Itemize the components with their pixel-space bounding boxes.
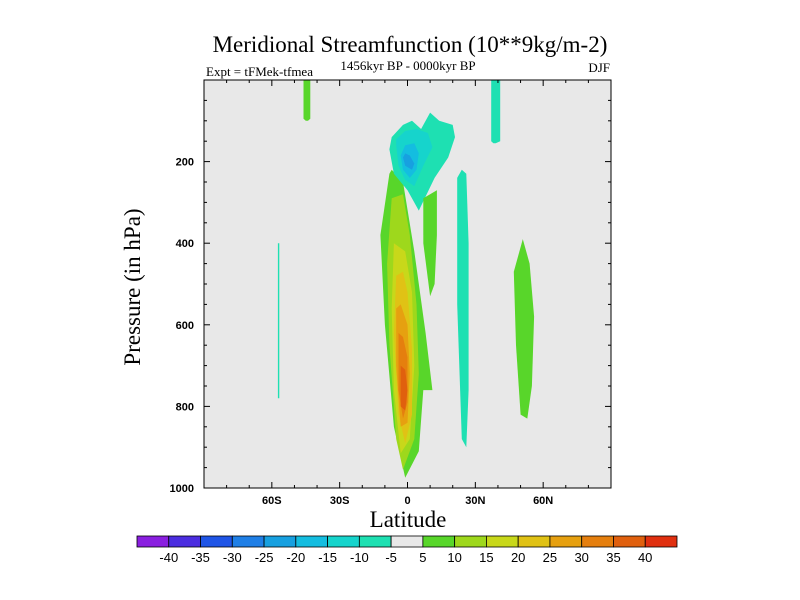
colorbar-swatch xyxy=(358,535,392,548)
colorbar-label: 20 xyxy=(511,550,525,565)
colorbar-label: -25 xyxy=(255,550,274,565)
contour-region-negative-upper-minus20 xyxy=(403,153,415,170)
colorbar-label: -5 xyxy=(385,550,397,565)
colorbar-swatch xyxy=(517,535,551,548)
plot-area: 60S 30S 0 30N 60N 200 400 600 800 1000 xyxy=(170,79,612,507)
colorbar-label: 40 xyxy=(638,550,652,565)
colorbar-label: 30 xyxy=(574,550,588,565)
chart-subtitle: 1456kyr BP - 0000kyr BP xyxy=(340,58,475,73)
contour-region-sh-strip-left xyxy=(277,243,280,399)
y-tick-label: 200 xyxy=(176,157,194,169)
y-tick-label: 400 xyxy=(176,238,194,250)
colorbar-swatch xyxy=(486,535,519,548)
colorbar-label: -15 xyxy=(318,550,337,565)
colorbar-label: 10 xyxy=(447,550,461,565)
y-tick-label: 600 xyxy=(176,320,194,332)
x-tick-label: 30N xyxy=(465,495,485,507)
colorbar-swatch xyxy=(581,535,614,548)
colorbar-swatch xyxy=(613,535,646,548)
x-tick-label: 60S xyxy=(262,495,282,507)
colorbar-swatch xyxy=(327,535,360,548)
x-axis-label: Latitude xyxy=(370,507,447,532)
colorbar: -40 -35 -30 -25 -20 -15 -10 -5 5 10 15 20 25 30 35 40 xyxy=(136,535,678,565)
chart-title: Meridional Streamfunction (10**9kg/m-2) xyxy=(213,32,608,57)
x-tick-label: 0 xyxy=(404,495,410,507)
contour-region-positive-cell-35 xyxy=(400,365,408,411)
colorbar-label: -10 xyxy=(350,550,369,565)
x-tick-label: 30S xyxy=(330,495,350,507)
colorbar-swatch xyxy=(295,535,328,548)
colorbar-swatch xyxy=(454,535,487,548)
colorbar-swatch xyxy=(263,535,297,548)
colorbar-swatch xyxy=(168,535,201,548)
contour-region-sh-strip-top-left xyxy=(303,80,311,121)
season-label: DJF xyxy=(588,60,610,75)
colorbar-swatch xyxy=(231,535,265,548)
colorbar-swatch xyxy=(136,535,170,548)
y-tick-label: 800 xyxy=(176,401,194,413)
contour-region-nh-15n-cell xyxy=(423,190,437,297)
experiment-label: Expt = tFMek-tfmea xyxy=(206,64,313,79)
colorbar-label: -30 xyxy=(223,550,242,565)
x-tick-label: 60N xyxy=(533,495,553,507)
colorbar-swatch xyxy=(549,535,583,548)
y-axis-label: Pressure (in hPa) xyxy=(120,208,145,365)
colorbar-swatch xyxy=(644,535,678,548)
colorbar-swatch xyxy=(200,535,233,548)
colorbar-label: 15 xyxy=(479,550,493,565)
contour-region-nh-strip-top-right xyxy=(491,80,501,144)
y-tick-label: 1000 xyxy=(170,483,194,495)
colorbar-label: 35 xyxy=(606,550,620,565)
colorbar-label: 5 xyxy=(419,550,426,565)
colorbar-label: -20 xyxy=(286,550,305,565)
contour-region-nh-50n-cell xyxy=(513,239,535,419)
colorbar-label: 25 xyxy=(543,550,557,565)
colorbar-label: -40 xyxy=(159,550,178,565)
colorbar-label: -35 xyxy=(191,550,210,565)
colorbar-swatch xyxy=(422,535,456,548)
contour-region-nh-30n-cell xyxy=(457,169,469,448)
colorbar-swatch xyxy=(390,535,424,548)
